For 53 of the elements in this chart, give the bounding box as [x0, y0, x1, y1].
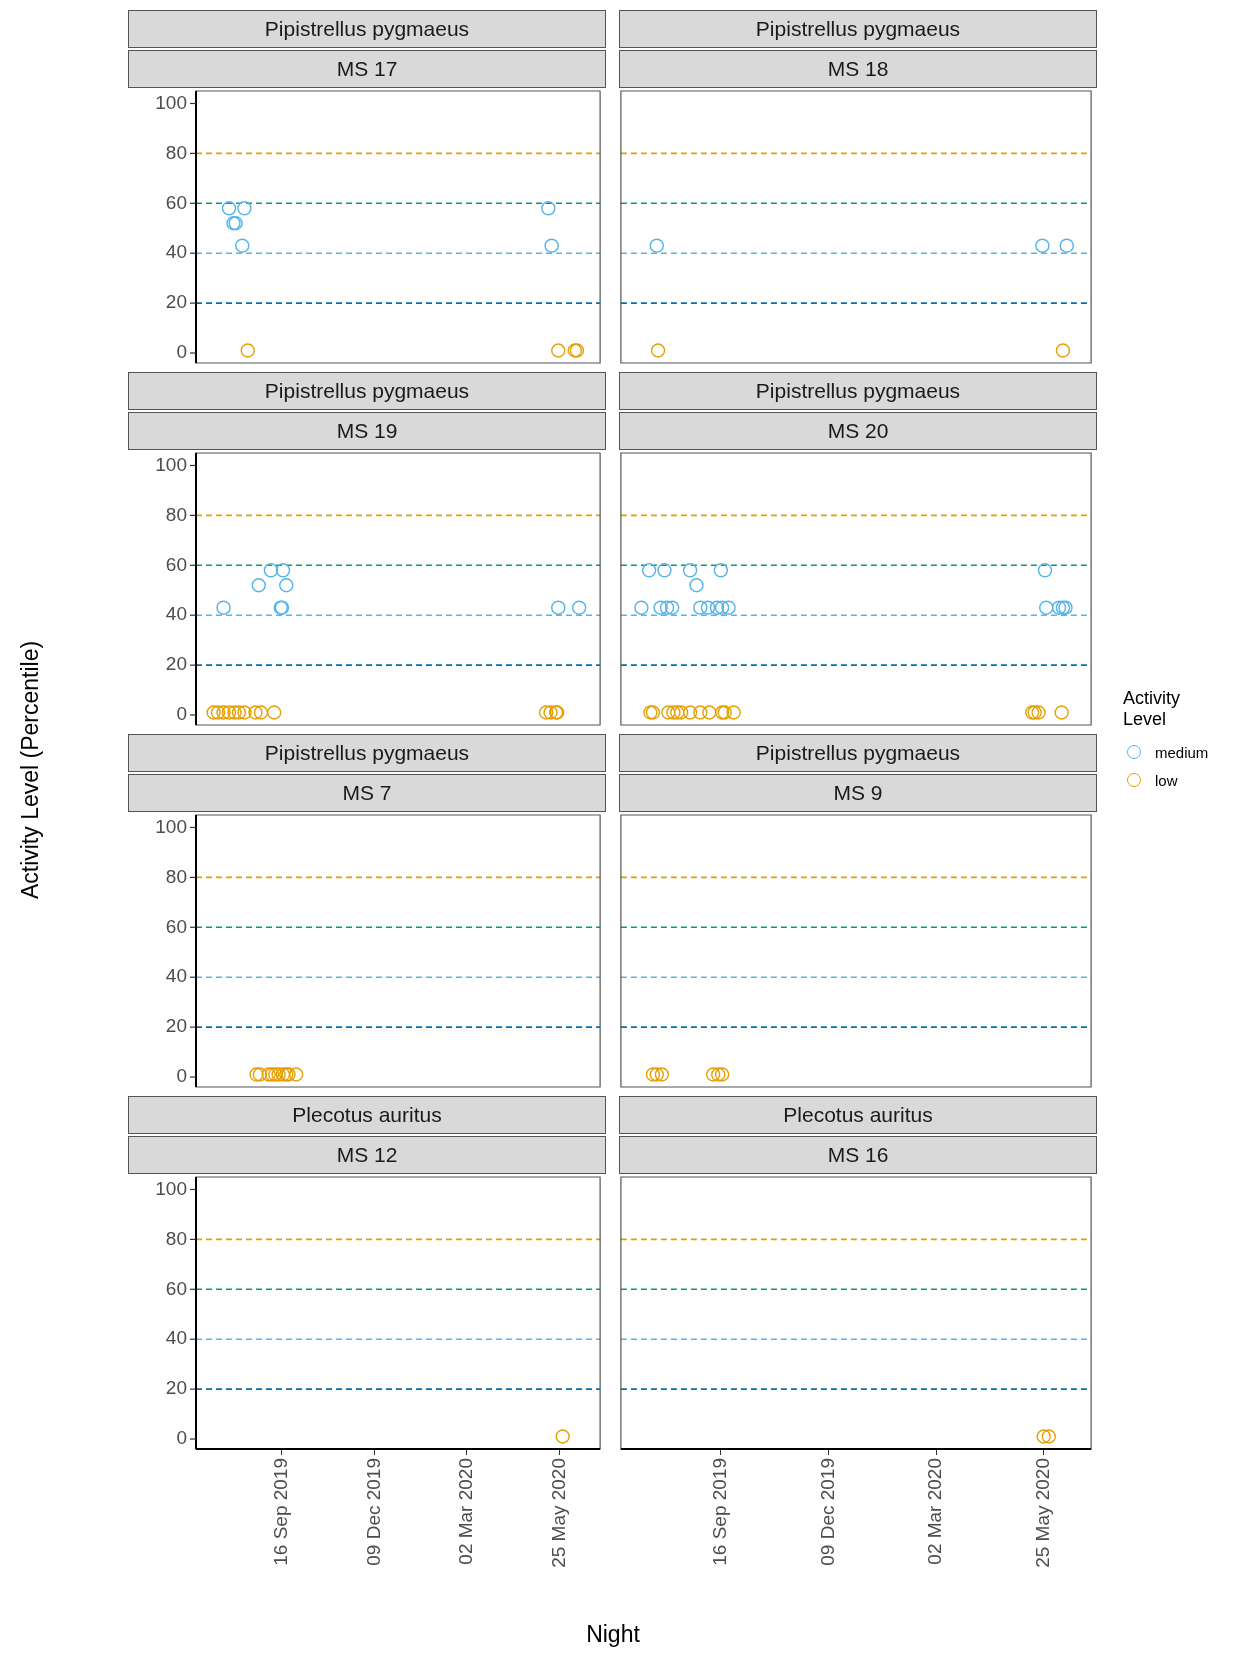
legend-label: low — [1155, 771, 1178, 789]
x-tick-label: 25 May 2020 — [547, 1458, 569, 1568]
y-tick-label: 100 — [155, 91, 187, 113]
chart-title: Pipistrellus pygmaeus — [619, 734, 1097, 772]
y-axis-title: Activity Level (Percentile) — [16, 640, 44, 900]
y-tick-label: 60 — [165, 553, 187, 575]
legend-title: Activity Level — [1123, 688, 1181, 730]
chart-subtitle: MS 18 — [619, 50, 1097, 88]
x-tick-label: 09 Dec 2019 — [816, 1458, 838, 1566]
chart-title: Pipistrellus pygmaeus — [128, 372, 606, 410]
y-tick-label: 40 — [165, 603, 187, 625]
y-tick-label: 60 — [165, 915, 187, 937]
y-tick-label: 100 — [155, 815, 187, 837]
y-tick-label: 0 — [176, 341, 187, 363]
y-tick-label: 80 — [165, 1227, 187, 1249]
chart-title: Plecotus auritus — [619, 1096, 1097, 1134]
x-axis-title: Night — [586, 1620, 640, 1648]
chart-subtitle: MS 17 — [128, 50, 606, 88]
x-tick-label: 16 Sep 2019 — [709, 1458, 731, 1566]
y-tick-label: 20 — [165, 653, 187, 675]
y-tick-label: 0 — [176, 703, 187, 725]
x-tick-label: 25 May 2020 — [1031, 1458, 1053, 1568]
x-tick-label: 09 Dec 2019 — [362, 1458, 384, 1566]
chart-title: Pipistrellus pygmaeus — [619, 10, 1097, 48]
y-tick-label: 40 — [165, 241, 187, 263]
y-tick-label: 80 — [165, 141, 187, 163]
chart-title: Plecotus auritus — [128, 1096, 606, 1134]
chart-title: Pipistrellus pygmaeus — [619, 372, 1097, 410]
chart-subtitle: MS 9 — [619, 774, 1097, 812]
chart-subtitle: MS 19 — [128, 412, 606, 450]
y-tick-label: 80 — [165, 503, 187, 525]
y-tick-label: 100 — [155, 453, 187, 475]
x-tick-label: 16 Sep 2019 — [270, 1458, 292, 1566]
y-tick-label: 100 — [155, 1177, 187, 1199]
chart-title: Pipistrellus pygmaeus — [128, 10, 606, 48]
y-tick-label: 20 — [165, 1015, 187, 1037]
y-tick-label: 60 — [165, 191, 187, 213]
y-tick-label: 40 — [165, 965, 187, 987]
legend-label: medium — [1155, 743, 1209, 761]
x-tick-label: 02 Mar 2020 — [455, 1458, 477, 1565]
chart-subtitle: MS 7 — [128, 774, 606, 812]
chart-subtitle: MS 12 — [128, 1136, 606, 1174]
y-tick-label: 80 — [165, 865, 187, 887]
y-tick-label: 20 — [165, 291, 187, 313]
x-tick-label: 02 Mar 2020 — [924, 1458, 946, 1565]
y-tick-label: 0 — [176, 1065, 187, 1087]
chart-subtitle: MS 20 — [619, 412, 1097, 450]
y-tick-label: 20 — [165, 1377, 187, 1399]
chart-subtitle: MS 16 — [619, 1136, 1097, 1174]
y-tick-label: 60 — [165, 1277, 187, 1299]
y-tick-label: 0 — [176, 1427, 187, 1449]
y-tick-label: 40 — [165, 1327, 187, 1349]
chart-title: Pipistrellus pygmaeus — [128, 734, 606, 772]
